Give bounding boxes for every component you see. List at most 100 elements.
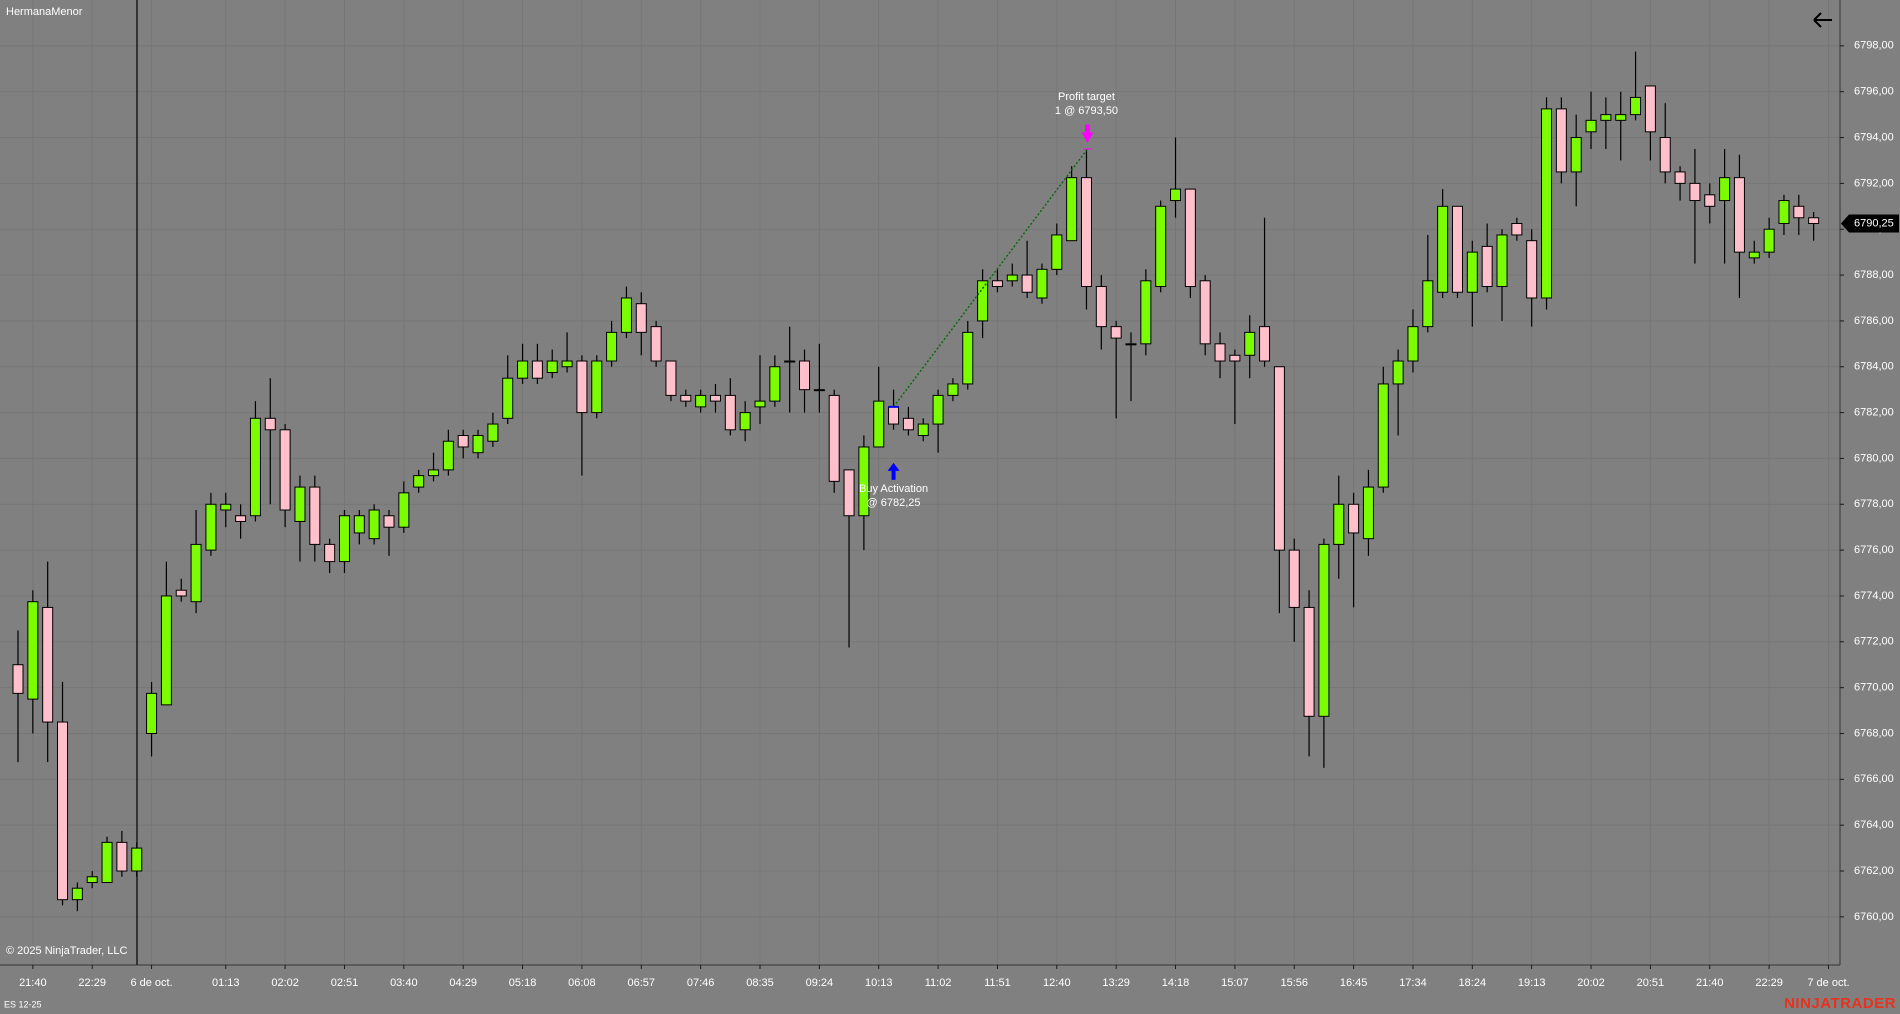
x-tick-label: 04:29 bbox=[449, 977, 477, 989]
candle-body bbox=[1362, 486, 1374, 540]
candle-body bbox=[709, 394, 721, 402]
y-tick-label: 6762,00 bbox=[1854, 865, 1894, 877]
y-tick-label: 6768,00 bbox=[1854, 727, 1894, 739]
candle-body bbox=[1437, 205, 1449, 293]
candle-body bbox=[546, 360, 558, 373]
candle-body bbox=[131, 847, 143, 872]
candle-body bbox=[576, 360, 588, 414]
candle-body bbox=[1095, 286, 1107, 328]
candle-body bbox=[220, 503, 232, 511]
candle-body bbox=[27, 601, 39, 700]
candle-body bbox=[324, 543, 336, 563]
candle-body bbox=[1125, 343, 1137, 346]
y-tick-label: 6784,00 bbox=[1854, 361, 1894, 373]
candle-body bbox=[1392, 360, 1404, 385]
x-tick-label: 22:29 bbox=[1755, 977, 1783, 989]
candle-body bbox=[531, 360, 543, 379]
back-button[interactable] bbox=[1813, 12, 1832, 28]
candle-body bbox=[754, 400, 766, 408]
candle-body bbox=[146, 692, 158, 734]
candle-body bbox=[1036, 268, 1048, 299]
x-tick-label: 20:51 bbox=[1637, 977, 1665, 989]
x-tick-label: 02:02 bbox=[271, 977, 299, 989]
candle-body bbox=[739, 412, 751, 431]
x-tick-label: 05:18 bbox=[509, 977, 537, 989]
candle-body bbox=[1719, 177, 1731, 202]
x-tick-label: 6 de oct. bbox=[130, 977, 172, 989]
candle-body bbox=[991, 280, 1003, 288]
candle-body bbox=[57, 721, 69, 901]
x-tick-label: 10:13 bbox=[865, 977, 893, 989]
x-tick-label: 14:18 bbox=[1162, 977, 1190, 989]
candle-body bbox=[1778, 200, 1790, 224]
y-tick-label: 6796,00 bbox=[1854, 86, 1894, 98]
candle-body bbox=[101, 841, 113, 883]
candle-body bbox=[1199, 280, 1211, 345]
instrument: ES 12-25 bbox=[4, 999, 42, 1009]
candle-body bbox=[1644, 85, 1656, 133]
candle-body bbox=[353, 515, 365, 534]
candle-body bbox=[1110, 326, 1122, 339]
x-tick-label: 17:34 bbox=[1399, 977, 1427, 989]
candle-body bbox=[1407, 326, 1419, 362]
candle-body bbox=[160, 595, 172, 706]
back-arrow[interactable] bbox=[1813, 12, 1832, 28]
candle-body bbox=[205, 503, 217, 551]
candle-body bbox=[1659, 137, 1671, 173]
y-tick-label: 6780,00 bbox=[1854, 452, 1894, 464]
candle-body bbox=[1793, 205, 1805, 219]
candle-body bbox=[962, 331, 974, 385]
candle-body bbox=[947, 383, 959, 396]
candle-body bbox=[1555, 108, 1567, 173]
x-tick-label: 02:51 bbox=[331, 977, 359, 989]
copyright: © 2025 NinjaTrader, LLC bbox=[6, 945, 127, 957]
candle-body bbox=[294, 486, 306, 522]
x-tick-label: 13:29 bbox=[1102, 977, 1130, 989]
candle-body bbox=[1051, 234, 1063, 270]
y-tick-label: 6794,00 bbox=[1854, 131, 1894, 143]
y-tick-label: 6788,00 bbox=[1854, 269, 1894, 281]
x-tick-label: 06:08 bbox=[568, 977, 596, 989]
candle-body bbox=[606, 331, 618, 362]
candle-body bbox=[1689, 182, 1701, 202]
candle-body bbox=[620, 297, 632, 333]
candle-body bbox=[902, 417, 914, 431]
candle-body bbox=[1348, 503, 1360, 534]
y-tick-label: 6798,00 bbox=[1854, 40, 1894, 52]
x-tick-label: 18:24 bbox=[1459, 977, 1487, 989]
x-tick-label: 21:40 bbox=[19, 977, 47, 989]
candle-body bbox=[309, 486, 321, 545]
candle-body bbox=[472, 435, 484, 454]
candle-body bbox=[828, 394, 840, 482]
x-tick-label: 07:46 bbox=[687, 977, 715, 989]
candle-body bbox=[813, 389, 825, 392]
candle-body bbox=[1377, 383, 1389, 488]
y-tick-label: 6760,00 bbox=[1854, 911, 1894, 923]
candle-body bbox=[917, 423, 929, 437]
x-tick-label: 01:13 bbox=[212, 977, 240, 989]
candle-body bbox=[1273, 366, 1285, 551]
x-tick-label: 16:45 bbox=[1340, 977, 1368, 989]
candle-body bbox=[1080, 177, 1092, 288]
candle-body bbox=[1763, 228, 1775, 253]
candle-body bbox=[1733, 177, 1745, 253]
y-tick-label: 6782,00 bbox=[1854, 406, 1894, 418]
annotation-detail: @ 6782,25 bbox=[867, 497, 921, 509]
trade-line bbox=[892, 148, 1089, 408]
buy-arrow bbox=[887, 462, 900, 480]
candle-body bbox=[1674, 171, 1686, 184]
candle-body bbox=[977, 280, 989, 322]
y-tick-label: 6778,00 bbox=[1854, 498, 1894, 510]
candle-body bbox=[71, 887, 83, 901]
candle-body bbox=[769, 366, 781, 402]
candle-body bbox=[888, 406, 900, 425]
candle-body bbox=[235, 515, 247, 522]
candle-body bbox=[1288, 549, 1300, 608]
candle-body bbox=[1333, 503, 1345, 545]
y-tick-label: 6766,00 bbox=[1854, 773, 1894, 785]
candle-body bbox=[279, 429, 291, 511]
x-tick-label: 06:57 bbox=[628, 977, 656, 989]
candle-body bbox=[1259, 326, 1271, 362]
candle-body bbox=[502, 377, 514, 419]
candle-body bbox=[932, 394, 944, 425]
